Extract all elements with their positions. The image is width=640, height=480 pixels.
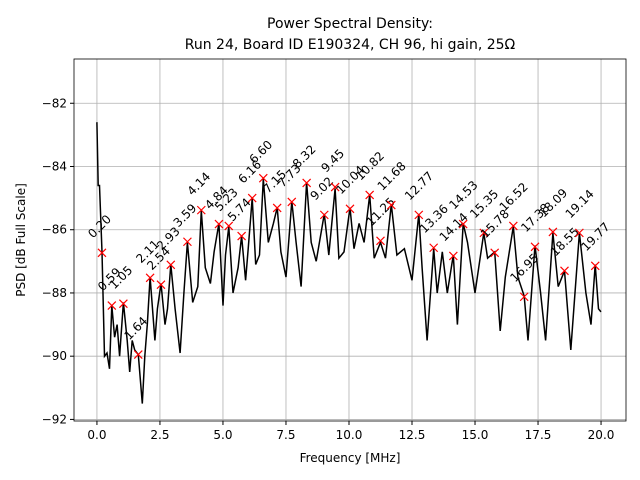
y-tick-label: −86 (42, 223, 67, 237)
peak-marker (196, 205, 206, 215)
peak-marker (133, 350, 143, 360)
peak-marker (224, 221, 234, 231)
peak-marker (490, 248, 500, 258)
peak-marker (414, 210, 424, 220)
x-tick-label: 2.5 (150, 428, 169, 442)
peak-marker (479, 228, 489, 238)
peak-marker (247, 193, 257, 203)
y-tick-label: −92 (42, 412, 67, 426)
peak-marker (448, 251, 458, 261)
x-axis-label: Frequency [MHz] (300, 451, 401, 465)
x-tick-label: 17.5 (525, 428, 552, 442)
peak-marker (530, 242, 540, 252)
peak-marker (508, 221, 518, 231)
peak-marker (302, 178, 312, 188)
x-tick-label: 15.0 (462, 428, 489, 442)
peak-marker (166, 260, 176, 270)
peak-marker (258, 173, 268, 183)
peak-marker (272, 203, 282, 213)
peak-marker (429, 243, 439, 253)
peak-marker (519, 292, 529, 302)
y-axis-label: PSD [dB Full Scale] (14, 183, 28, 297)
peak-marker (386, 200, 396, 210)
y-tick-label: −82 (42, 96, 67, 110)
peak-marker (458, 219, 468, 229)
peak-marker (319, 210, 329, 220)
peak-marker (345, 204, 355, 214)
peak-marker (287, 197, 297, 207)
peak-marker (376, 236, 385, 246)
peak-marker (560, 266, 569, 276)
peak-marker (183, 237, 192, 247)
peak-marker (97, 248, 107, 258)
chart-title: Power Spectral Density: (267, 16, 433, 32)
peak-marker (214, 219, 224, 229)
chart-subtitle: Run 24, Board ID E190324, CH 96, hi gain… (185, 37, 516, 53)
y-tick-label: −84 (42, 159, 67, 173)
x-tick-label: 12.5 (399, 428, 426, 442)
peak-marker (574, 228, 584, 238)
peak-marker (548, 227, 558, 237)
plot-frame (73, 58, 627, 422)
y-tick-label: −88 (42, 286, 67, 300)
peak-marker (107, 301, 117, 311)
psd-line (96, 122, 602, 404)
peak-marker (237, 231, 247, 241)
x-tick-label: 5.0 (213, 428, 232, 442)
x-tick-label: 10.0 (336, 428, 363, 442)
peak-marker (156, 280, 166, 290)
peak-marker (118, 299, 128, 309)
x-tick-label: 20.0 (588, 428, 615, 442)
x-tick-label: 0.0 (87, 428, 106, 442)
peak-marker (330, 182, 340, 192)
peak-marker (145, 273, 155, 283)
y-tick-label: −90 (42, 349, 67, 363)
peak-marker (365, 190, 375, 200)
peak-marker (590, 261, 600, 271)
x-tick-label: 7.5 (276, 428, 295, 442)
